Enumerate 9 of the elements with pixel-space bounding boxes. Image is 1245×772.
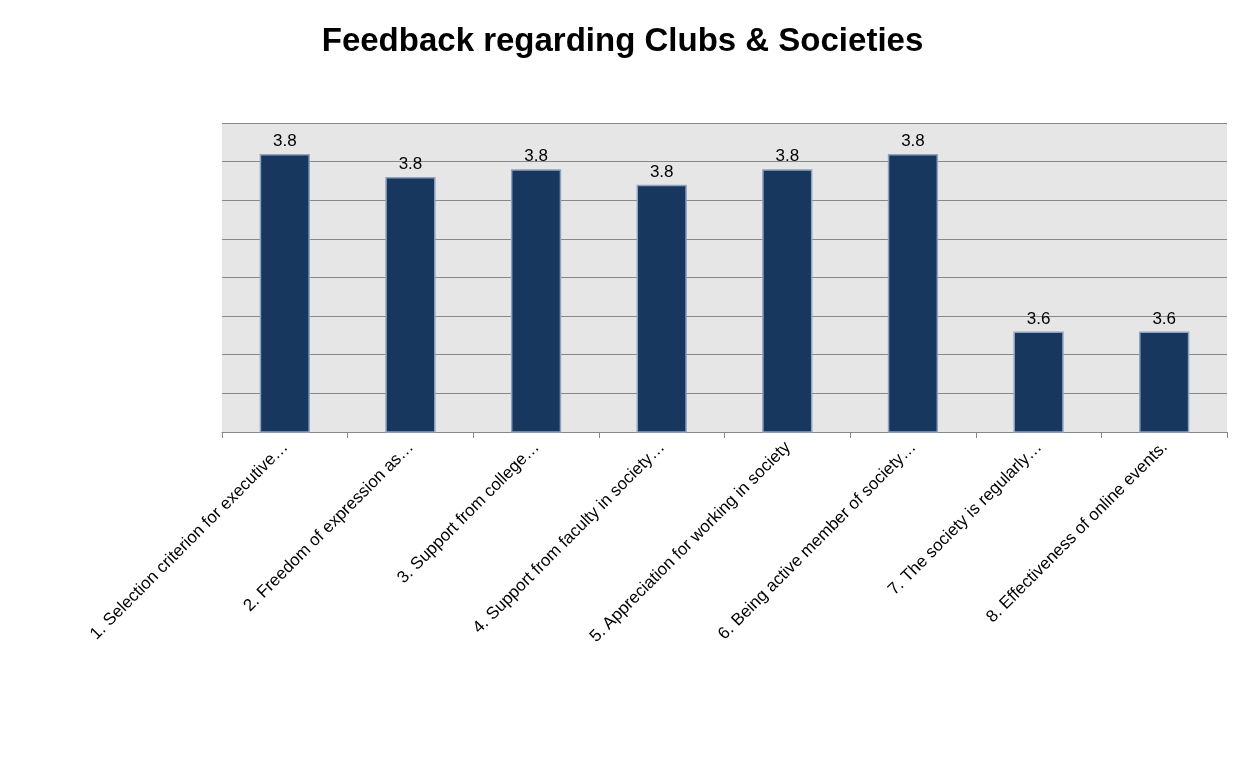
data-label: 3.8 bbox=[524, 146, 548, 166]
data-label: 3.6 bbox=[1026, 308, 1051, 328]
data-label: 3.8 bbox=[272, 130, 297, 150]
data-label: 3.8 bbox=[775, 146, 800, 166]
chart-title: Feedback regarding Clubs & Societies bbox=[321, 21, 924, 58]
data-label: 3.8 bbox=[649, 161, 674, 181]
data-label: 3.8 bbox=[398, 154, 423, 174]
data-label: 3.8 bbox=[901, 130, 925, 150]
data-label: 3.6 bbox=[1152, 308, 1177, 328]
